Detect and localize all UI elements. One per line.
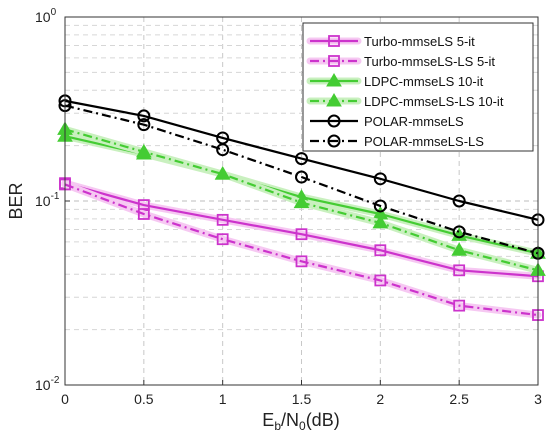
y-tick-exponent: 0 <box>51 7 57 18</box>
y-tick-exponent: -1 <box>51 191 60 202</box>
data-point <box>216 143 230 157</box>
legend-marker <box>326 93 342 107</box>
data-point <box>214 166 231 180</box>
data-point <box>295 170 308 184</box>
y-tick-exponent: -2 <box>51 375 60 386</box>
y-tick-label: 100 <box>35 7 57 25</box>
series-4 <box>57 121 546 276</box>
series-2 <box>59 178 544 321</box>
legend-label: Turbo-mmseLS 5-it <box>364 34 475 49</box>
data-point <box>451 227 468 241</box>
legend-entry-2: Turbo-mmseLS-LS 5-it <box>306 54 495 69</box>
data-point <box>373 172 387 186</box>
data-point <box>453 299 466 312</box>
data-point <box>293 194 310 209</box>
legend-entry-3: LDPC-mmseLS 10-it <box>306 73 484 89</box>
legend-marker <box>328 55 340 67</box>
data-point <box>452 225 466 239</box>
data-point <box>216 233 229 246</box>
data-point <box>453 264 466 277</box>
series-group <box>57 94 546 321</box>
data-point <box>135 143 152 158</box>
legend-entry-5: POLAR-mmseLS <box>310 114 464 129</box>
y-tick-base: 10 <box>35 377 51 393</box>
legend-entry-1: Turbo-mmseLS 5-it <box>306 34 475 49</box>
x-tick-label: 0 <box>61 391 69 407</box>
x-tick-label: 2 <box>376 391 384 407</box>
legend-label: Turbo-mmseLS-LS 5-it <box>364 54 495 69</box>
series-line <box>64 182 539 278</box>
x-tick-label: 1 <box>219 391 227 407</box>
data-point <box>137 208 150 220</box>
series-line <box>64 104 539 255</box>
data-point <box>137 199 150 211</box>
legend-entry-4: LDPC-mmseLS-LS 10-it <box>306 93 504 109</box>
data-point <box>295 255 308 268</box>
x-axis-label: Eb/N0(dB) <box>262 410 339 433</box>
x-label-sub2: 0 <box>299 419 306 433</box>
data-point <box>452 194 466 208</box>
legend-marker <box>328 35 340 47</box>
x-label-mid: /N <box>281 410 299 430</box>
legend-entry-6: POLAR-mmseLS-LS <box>310 134 484 149</box>
legend-marker <box>327 134 341 148</box>
y-tick-label: 10-2 <box>35 375 60 393</box>
data-point <box>295 228 308 241</box>
y-axis-label: BER <box>6 182 26 219</box>
x-tick-label: 0.5 <box>134 391 154 407</box>
x-label-main: E <box>262 410 274 430</box>
data-point <box>372 214 389 229</box>
legend: Turbo-mmseLS 5-it Turbo-mmseLS-LS 5-it LDP… <box>302 22 534 152</box>
x-label-tail: (dB) <box>306 410 340 430</box>
legend-marker <box>326 73 342 87</box>
y-tick-label: 10-1 <box>35 191 60 209</box>
data-point <box>137 109 151 123</box>
data-point <box>374 244 387 257</box>
series-line <box>64 99 539 221</box>
legend-label: LDPC-mmseLS-LS 10-it <box>364 94 504 109</box>
x-tick-label: 2.5 <box>449 391 469 407</box>
legend-label: POLAR-mmseLS <box>364 114 464 129</box>
data-point <box>216 213 229 226</box>
series-line <box>64 183 539 317</box>
data-point <box>451 242 468 256</box>
data-point <box>374 274 387 287</box>
data-point <box>373 199 387 213</box>
x-label-sub1: b <box>274 419 281 433</box>
x-tick-label: 1.5 <box>292 391 312 407</box>
y-tick-base: 10 <box>35 9 51 25</box>
data-point <box>295 152 308 166</box>
legend-marker <box>327 114 341 128</box>
x-tick-label: 3 <box>534 391 542 407</box>
y-tick-base: 10 <box>35 193 51 209</box>
legend-label: LDPC-mmseLS 10-it <box>364 74 484 89</box>
data-point <box>137 118 151 132</box>
legend-label: POLAR-mmseLS-LS <box>364 134 484 149</box>
